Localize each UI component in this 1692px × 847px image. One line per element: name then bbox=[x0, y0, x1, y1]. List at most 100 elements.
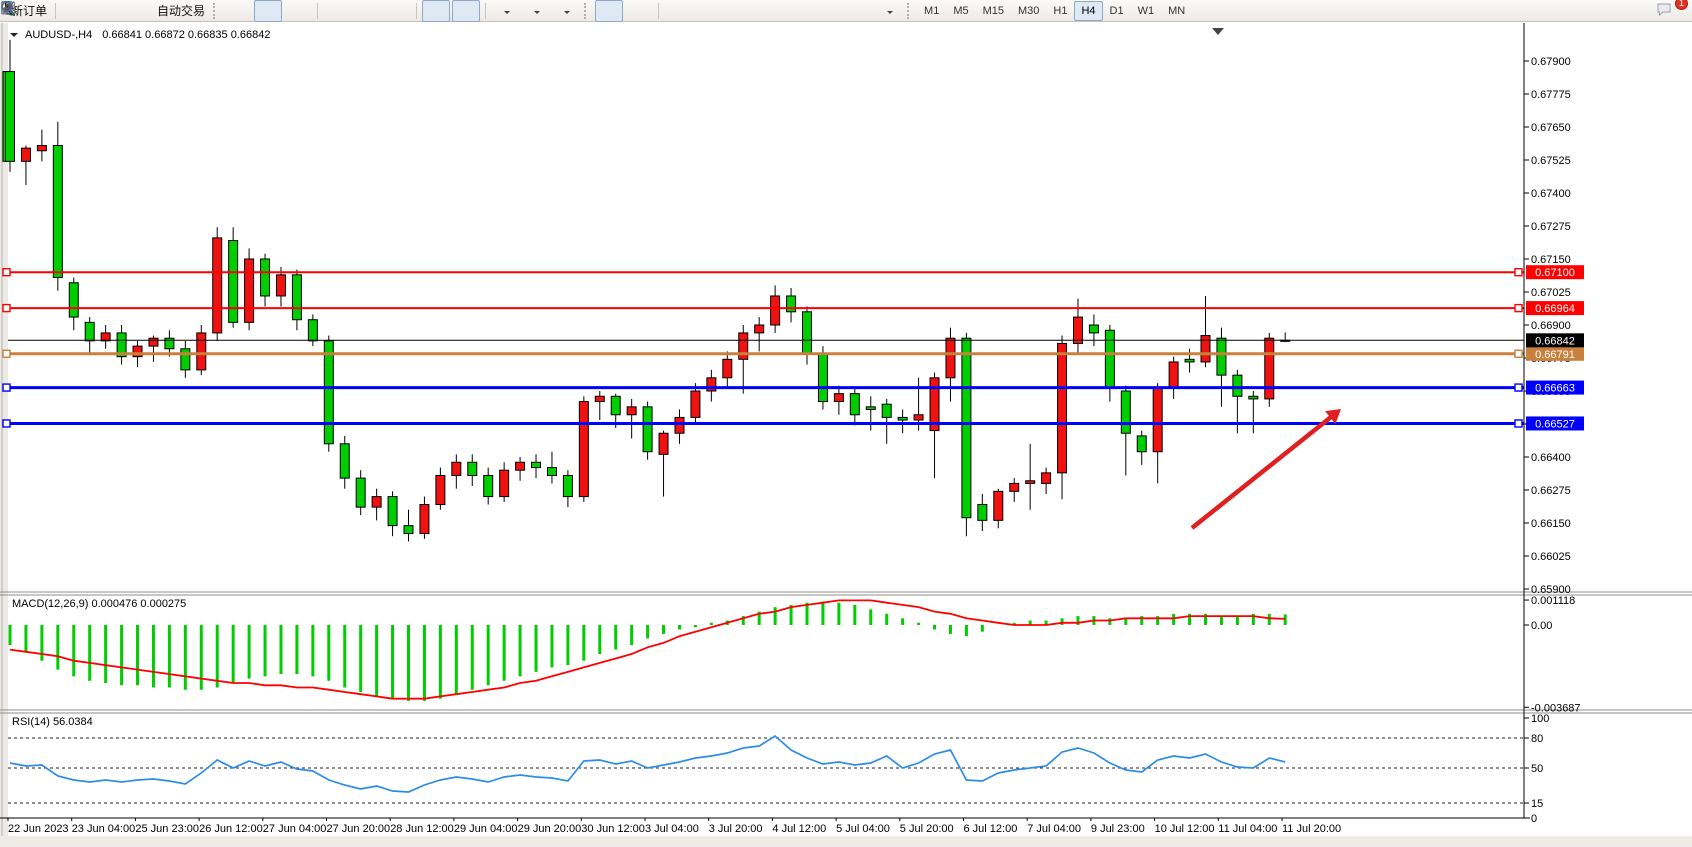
x-axis-label: 3 Jul 04:00 bbox=[645, 823, 699, 835]
price-tick-label: 0.67900 bbox=[1531, 56, 1571, 68]
line-anchor[interactable] bbox=[1514, 419, 1523, 428]
indicators-button[interactable] bbox=[2, 0, 519, 22]
timeframe-M15[interactable]: M15 bbox=[982, 4, 1004, 17]
zoom-in-button[interactable] bbox=[1, 0, 351, 22]
candle bbox=[722, 358, 733, 379]
timeframe-D1[interactable]: D1 bbox=[1109, 4, 1124, 17]
price-badge bbox=[1526, 416, 1584, 431]
fibonacci-button[interactable]: F bbox=[2, 0, 812, 22]
line-anchor[interactable] bbox=[2, 268, 11, 277]
timeframe-M5[interactable]: M5 bbox=[953, 4, 969, 17]
line-anchor[interactable] bbox=[1514, 303, 1523, 313]
vertical-line-button[interactable] bbox=[7, 0, 692, 22]
candle bbox=[929, 377, 940, 432]
timeframe-M1[interactable]: M1 bbox=[924, 4, 940, 17]
candle bbox=[483, 474, 494, 498]
candle bbox=[849, 393, 860, 416]
text-label-button[interactable]: T bbox=[2, 0, 872, 22]
ohlc-values: 0.66841 0.66872 0.66835 0.66842 bbox=[102, 29, 271, 41]
timeframe-W1[interactable]: W1 bbox=[1137, 4, 1155, 17]
candle bbox=[355, 477, 366, 508]
chart-shift-button[interactable] bbox=[2, 0, 481, 22]
candle bbox=[531, 461, 542, 469]
tile-windows-button[interactable] bbox=[1, 0, 411, 22]
candle bbox=[1009, 482, 1020, 492]
line-anchor[interactable] bbox=[1514, 268, 1523, 277]
candle bbox=[817, 353, 828, 403]
autotrade-button[interactable]: 自动交易 bbox=[2, 0, 208, 22]
line-anchor[interactable] bbox=[2, 303, 11, 313]
timeframe-M30[interactable]: M30 bbox=[1018, 4, 1040, 17]
line-anchor[interactable] bbox=[1514, 383, 1523, 392]
channel-button[interactable]: E bbox=[1, 0, 782, 22]
arrows-button[interactable] bbox=[3, 0, 902, 22]
timeframe-MN[interactable]: MN bbox=[1168, 4, 1186, 17]
timeframe-group: M1 M5 M15 M30 H1 H4 D1 W1 MN bbox=[917, 0, 1192, 21]
chart-title[interactable]: AUDUSD-,H4 0.66841 0.66872 0.66835 0.668… bbox=[10, 29, 270, 41]
separator bbox=[658, 2, 660, 19]
main-toolbar: 新订单 自动交易 E F A T bbox=[0, 0, 1692, 22]
candle bbox=[993, 490, 1004, 521]
price-badge-label: 0.66791 bbox=[1535, 349, 1575, 361]
candle bbox=[626, 406, 637, 416]
price-tick-label: 0.67150 bbox=[1531, 254, 1571, 266]
chart-shift-marker[interactable] bbox=[1212, 28, 1224, 35]
notifications-button[interactable]: 1 bbox=[1655, 0, 1688, 22]
candle bbox=[913, 414, 924, 421]
trend-arrow[interactable] bbox=[1190, 413, 1335, 530]
rsi-line bbox=[9, 734, 1286, 793]
bar-chart-button[interactable] bbox=[2, 0, 252, 22]
x-axis-label: 27 Jun 04:00 bbox=[263, 823, 327, 835]
candle bbox=[451, 461, 462, 476]
x-axis-label: 25 Jun 23:00 bbox=[135, 823, 199, 835]
chevron-down-icon bbox=[533, 10, 540, 17]
x-axis-label: 6 Jul 12:00 bbox=[964, 823, 1018, 835]
candle bbox=[403, 525, 414, 535]
periods-button[interactable] bbox=[1, 0, 549, 22]
text-button[interactable]: A bbox=[4, 0, 842, 22]
price-badge bbox=[1526, 265, 1584, 280]
x-axis-label: 26 Jun 12:00 bbox=[199, 823, 263, 835]
zoom-out-button[interactable] bbox=[1, 0, 381, 22]
line-anchor[interactable] bbox=[2, 419, 11, 428]
price-tick-label: 0.67650 bbox=[1531, 122, 1571, 134]
candle bbox=[419, 504, 430, 535]
macd-axis-label: 0.001118 bbox=[1531, 595, 1575, 607]
macd-signal-line bbox=[9, 599, 1286, 700]
candle bbox=[100, 332, 111, 342]
price-badge-label: 0.66842 bbox=[1535, 335, 1575, 347]
crosshair-button[interactable] bbox=[1, 0, 653, 22]
cursor-button[interactable] bbox=[5, 0, 624, 22]
search-button[interactable] bbox=[1, 0, 1653, 22]
candle bbox=[1232, 374, 1243, 397]
signal-button[interactable] bbox=[2, 0, 149, 22]
trend-arrow-head[interactable] bbox=[1325, 409, 1341, 425]
candle bbox=[52, 144, 63, 278]
candle bbox=[212, 237, 223, 334]
candle bbox=[196, 332, 207, 371]
candle bbox=[291, 274, 302, 321]
line-anchor[interactable] bbox=[2, 349, 11, 358]
templates-button[interactable] bbox=[1, 0, 579, 22]
candle bbox=[1041, 472, 1052, 484]
line-anchor[interactable] bbox=[2, 383, 11, 392]
x-axis-label: 7 Jul 04:00 bbox=[1027, 823, 1081, 835]
auto-scroll-button[interactable] bbox=[2, 0, 451, 22]
community-button[interactable] bbox=[1, 0, 119, 22]
timeframe-H4[interactable]: H4 bbox=[1074, 0, 1103, 21]
candle bbox=[1200, 335, 1211, 363]
macd-axis-label: 0.00 bbox=[1531, 620, 1552, 632]
trendline-button[interactable] bbox=[2, 0, 752, 22]
line-chart-button[interactable] bbox=[1, 0, 312, 22]
candle bbox=[658, 432, 669, 455]
candle bbox=[467, 461, 478, 476]
timeframe-H1[interactable]: H1 bbox=[1053, 4, 1068, 17]
candlestick-chart-button[interactable] bbox=[2, 0, 283, 22]
candle bbox=[84, 321, 95, 342]
separator bbox=[485, 2, 487, 19]
line-anchor[interactable] bbox=[1514, 349, 1523, 358]
horizontal-line-button[interactable] bbox=[2, 0, 722, 22]
deposit-button[interactable] bbox=[2, 0, 89, 22]
